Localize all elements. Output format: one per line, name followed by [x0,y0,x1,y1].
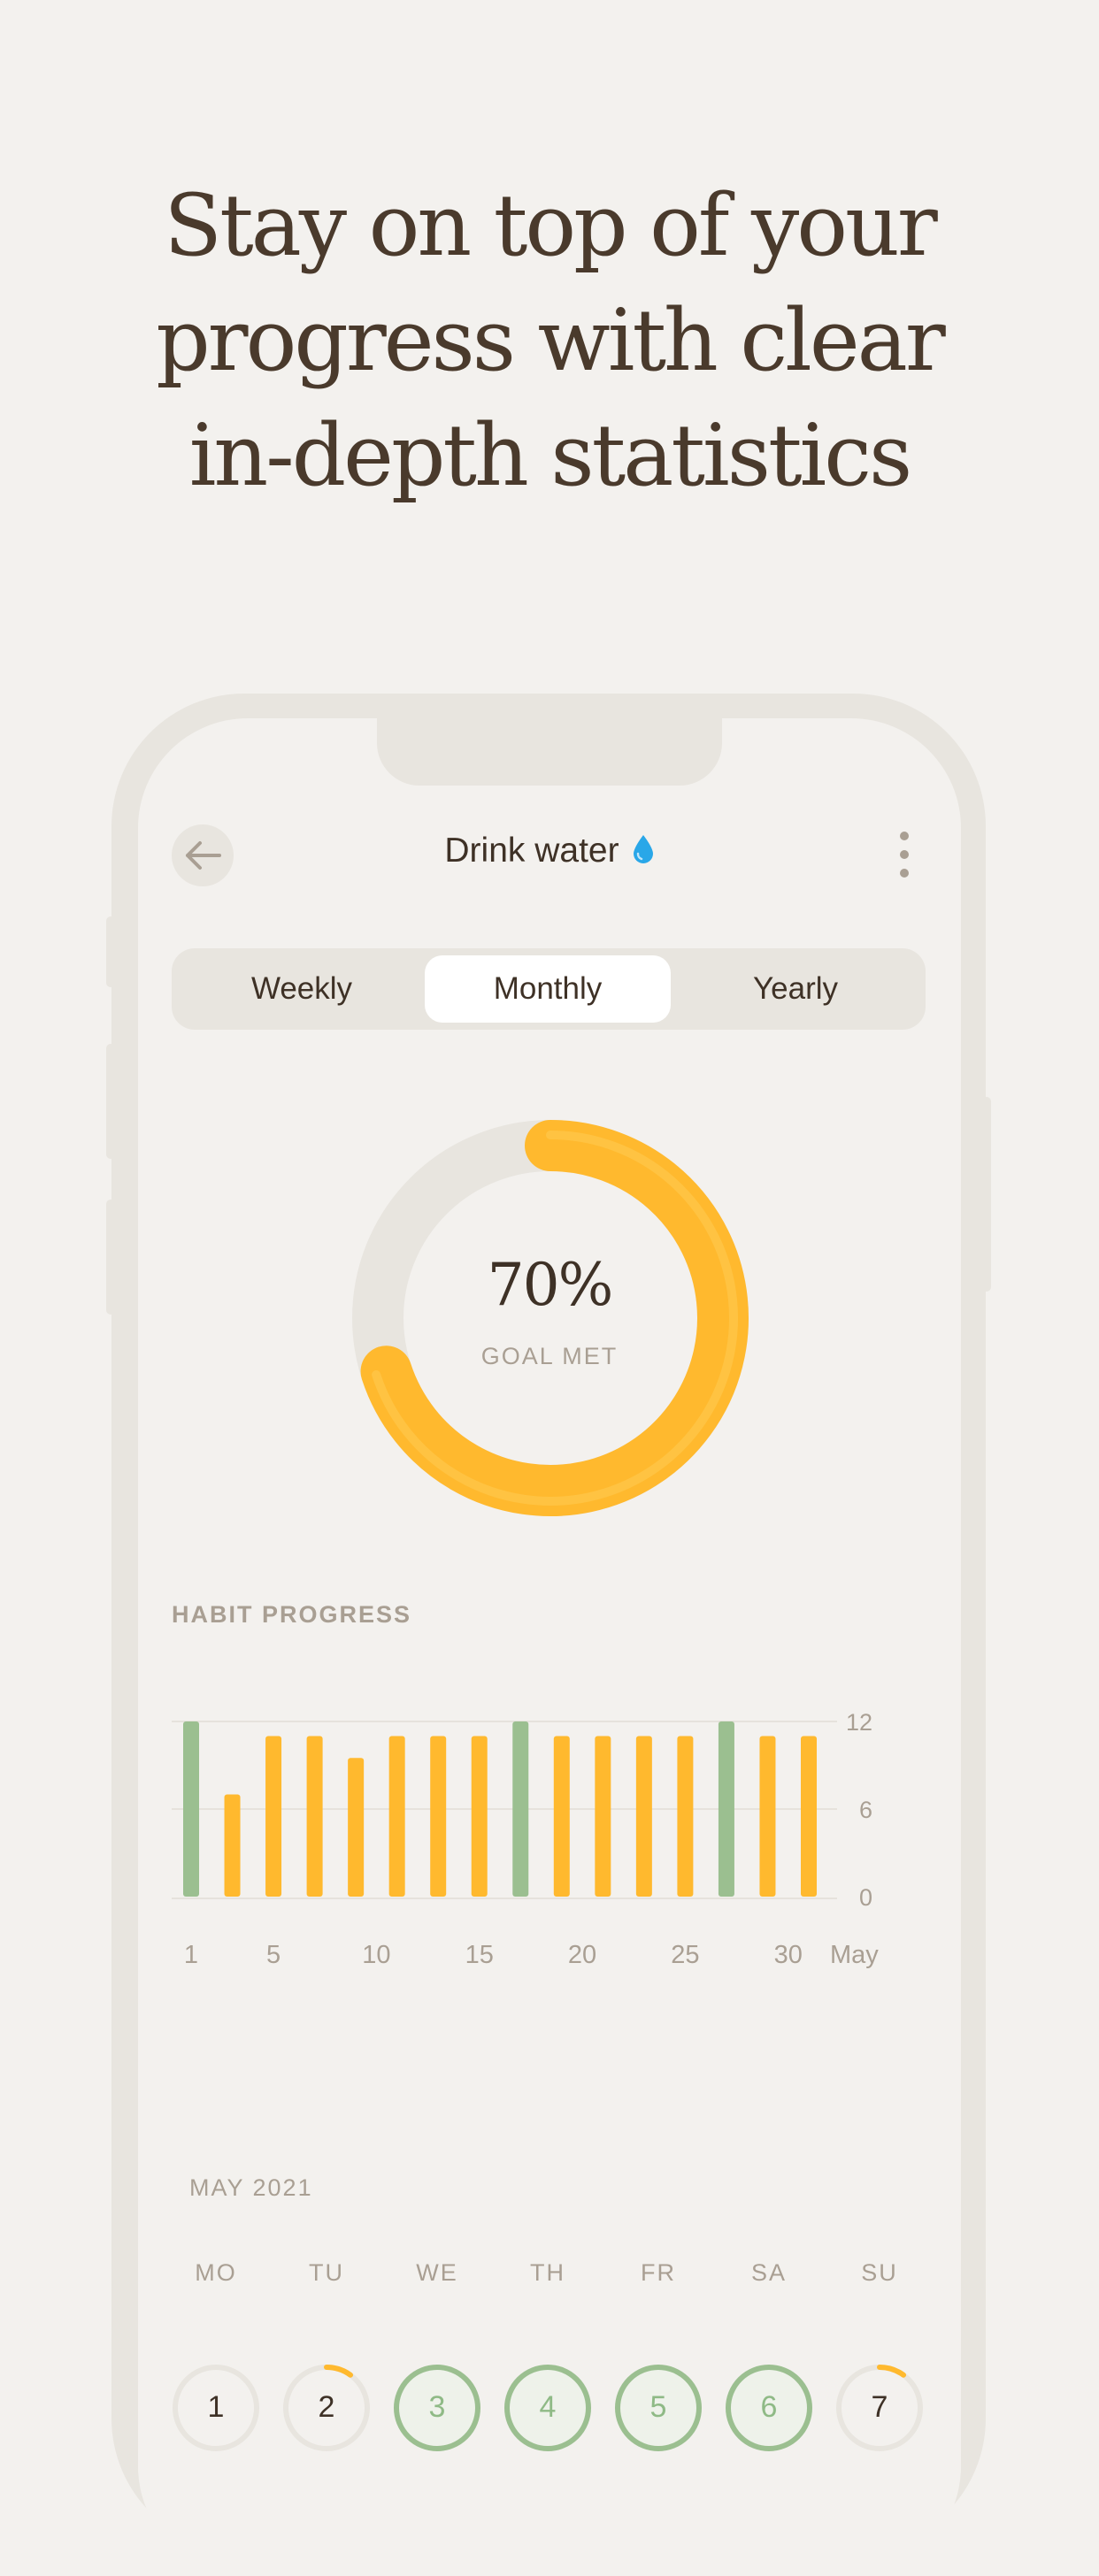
chart-bar [595,1736,611,1897]
period-segmented-control: Weekly Monthly Yearly [172,948,926,1030]
chart-bar [553,1736,570,1897]
weekday-label: SA [750,2259,788,2286]
donut-progress-arc [360,1120,749,1516]
more-dot [900,869,909,878]
habit-progress-bar-chart: 0 6 12 [172,1709,872,1911]
calendar-month: MAY 2021 [189,2174,313,2201]
chart-bar [801,1736,817,1897]
chart-bar [265,1736,282,1897]
weekday-label: SU [861,2259,898,2286]
calendar-days-row: 1 2 3 4 5 6 7 [172,2364,924,2452]
chart-bar [718,1721,734,1897]
chart-bar [512,1721,529,1897]
x-tick-label: 20 [567,1941,597,1969]
phone-screen: Drink water Weekly Monthly Yearly 70% GO… [138,718,961,2576]
chart-bar [183,1721,199,1897]
calendar-day-number: 1 [207,2390,225,2424]
x-tick-label: 25 [671,1941,700,1969]
calendar-day[interactable]: 3 [393,2364,481,2452]
arrow-left-icon [186,841,221,870]
habit-title-text: Drink water [444,832,619,870]
weekday-label: FR [641,2259,676,2286]
x-tick-label: 15 [465,1941,494,1969]
headline-line-1: Stay on top of your [164,176,937,275]
chart-bar [306,1736,323,1897]
calendar-day-number: 4 [539,2390,557,2424]
more-dot [900,850,909,859]
tab-weekly[interactable]: Weekly [250,971,353,1006]
phone-power-button [982,1097,991,1292]
calendar-day[interactable]: 7 [835,2364,924,2452]
donut-progress-highlight [372,1131,738,1506]
headline: Stay on top of your progress with clear … [0,168,1099,513]
calendar-day-number: 6 [760,2390,778,2424]
y-tick-label: 6 [859,1797,872,1823]
goal-percent: 70% [487,1251,614,1319]
calendar-weekdays: MO TU WE TH FR SA SU [172,2259,924,2287]
x-axis-unit: May [830,1941,879,1969]
y-tick-label: 0 [859,1884,872,1911]
habit-title: Drink water [138,832,961,874]
back-button[interactable] [172,824,234,886]
calendar-day-number: 2 [318,2390,335,2424]
chart-bar [677,1736,694,1897]
headline-line-3: in-depth statistics [188,406,913,505]
phone-volume-up [106,1044,115,1159]
calendar-day[interactable]: 5 [614,2364,703,2452]
x-tick-label: 5 [265,1941,281,1969]
goal-label: GOAL MET [480,1343,619,1369]
calendar-day[interactable]: 6 [725,2364,813,2452]
phone-silent-switch [106,916,115,987]
calendar-day[interactable]: 2 [282,2364,371,2452]
weekday-label: TU [309,2259,344,2286]
y-tick-label: 12 [846,1709,872,1736]
x-tick-label: 10 [362,1941,391,1969]
chart-bar [471,1736,488,1897]
habit-progress-title: HABIT PROGRESS [172,1601,412,1628]
day-ring-progress [877,2365,907,2378]
x-tick-label: 1 [183,1941,199,1969]
weekday-label: TH [530,2259,565,2286]
calendar-day-number: 5 [649,2390,667,2424]
more-options-button[interactable] [897,832,911,878]
chart-bar [388,1736,405,1897]
water-drop-icon [632,833,655,874]
day-ring-progress [324,2365,354,2378]
weekday-label: WE [416,2259,458,2286]
weekday-label: MO [195,2259,237,2286]
chart-bar [348,1758,365,1897]
chart-bar [430,1736,447,1897]
calendar-day[interactable]: 4 [503,2364,592,2452]
more-dot [900,832,909,840]
chart-bar [759,1736,776,1897]
tab-yearly[interactable]: Yearly [753,971,838,1006]
goal-donut-chart [352,1120,749,1516]
calendar-day-number: 7 [871,2390,888,2424]
chart-bar [635,1736,652,1897]
phone-notch [377,718,722,786]
headline-line-2: progress with clear [156,291,946,390]
chart-bar [224,1794,241,1897]
calendar-day-number: 3 [428,2390,446,2424]
x-tick-label: 30 [773,1941,803,1969]
calendar-day[interactable]: 1 [172,2364,260,2452]
tab-monthly[interactable]: Monthly [425,955,671,1023]
phone-volume-down [106,1200,115,1315]
